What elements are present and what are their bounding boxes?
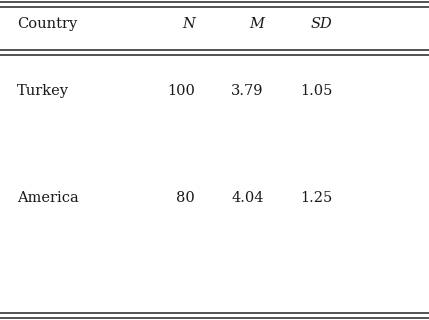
Text: Country: Country (17, 17, 77, 31)
Text: 3.79: 3.79 (231, 84, 264, 98)
Text: 80: 80 (176, 191, 195, 205)
Text: America: America (17, 191, 79, 205)
Text: 4.04: 4.04 (231, 191, 264, 205)
Text: 1.05: 1.05 (300, 84, 332, 98)
Text: 1.25: 1.25 (300, 191, 332, 205)
Text: M: M (249, 17, 264, 31)
Text: N: N (182, 17, 195, 31)
Text: SD: SD (311, 17, 332, 31)
Text: Turkey: Turkey (17, 84, 69, 98)
Text: 100: 100 (167, 84, 195, 98)
